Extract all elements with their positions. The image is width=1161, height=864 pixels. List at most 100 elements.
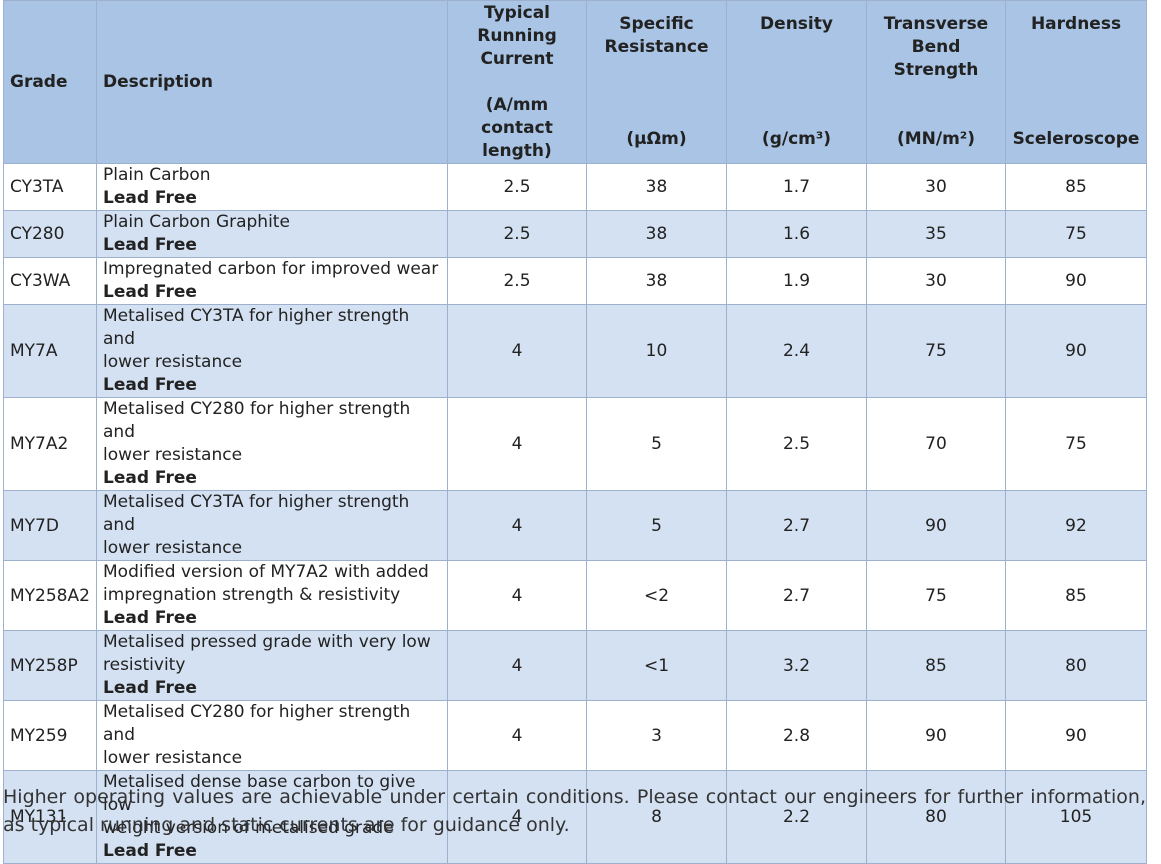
- description-line: Metalised dense base carbon to give low: [103, 772, 416, 815]
- description-line: impregnation strength & resistivity: [103, 585, 401, 605]
- hardness-cell: 85: [1005, 163, 1147, 211]
- header-strength-unit: (MN/m²): [896, 129, 976, 149]
- hardness-cell: 85: [1005, 560, 1147, 631]
- description-cell: Metalised CY280 for higher strength and l…: [96, 700, 448, 771]
- header-resistance-title-1: Specific: [619, 14, 694, 34]
- header-current-unit-1: (A/mm: [485, 94, 549, 115]
- grade-cell: CY280: [3, 210, 97, 258]
- current-cell: 2.5: [447, 210, 587, 258]
- table-row: MY259 Metalised CY280 for higher strength…: [3, 700, 1147, 771]
- resistance-cell: 3: [586, 700, 727, 771]
- header-strength-title-1: Transverse: [883, 14, 989, 34]
- density-cell: 2.4: [726, 304, 867, 398]
- header-strength: Transverse Bend Strength (MN/m²): [866, 0, 1006, 164]
- grade-cell: MY7A: [3, 304, 97, 398]
- grade-cell: MY7A2: [3, 397, 97, 491]
- resistance-cell: 5: [586, 490, 727, 561]
- density-cell: 2.5: [726, 397, 867, 491]
- description-line: Metalised CY280 for higher strength and: [103, 702, 411, 745]
- table-row: MY7A Metalised CY3TA for higher strength …: [3, 304, 1147, 398]
- description-line: Metalised CY3TA for higher strength and: [103, 306, 410, 349]
- header-current-unit-2: contact: [481, 117, 553, 138]
- description-line: Metalised CY3TA for higher strength and: [103, 492, 410, 535]
- resistance-cell: 5: [586, 397, 727, 491]
- lead-free-label: Lead Free: [103, 841, 197, 861]
- resistance-cell: 38: [586, 257, 727, 305]
- table-row: MY258A2 Modified version of MY7A2 with ad…: [3, 560, 1147, 631]
- current-cell: 4: [447, 700, 587, 771]
- hardness-cell: 75: [1005, 210, 1147, 258]
- description-cell: Metalised pressed grade with very low res…: [96, 630, 448, 701]
- table-header: Grade Description Typical Running Curren…: [3, 0, 1147, 164]
- description-line: resistivity: [103, 655, 186, 675]
- resistance-cell: 38: [586, 163, 727, 211]
- header-description: Description: [96, 0, 448, 164]
- resistance-cell: 10: [586, 304, 727, 398]
- strength-cell: 75: [866, 560, 1006, 631]
- footnote: Higher operating values are achievable u…: [3, 786, 1146, 836]
- description-cell: Modified version of MY7A2 with added impr…: [96, 560, 448, 631]
- hardness-cell: 90: [1005, 700, 1147, 771]
- strength-cell: 30: [866, 257, 1006, 305]
- current-cell: 4: [447, 304, 587, 398]
- current-cell: 2.5: [447, 257, 587, 305]
- strength-cell: 75: [866, 304, 1006, 398]
- grade-cell: CY3TA: [3, 163, 97, 211]
- description-line: lower resistance: [103, 445, 243, 465]
- header-density-unit: (g/cm³): [761, 129, 832, 149]
- description-cell: Plain Carbon Graphite Lead Free: [96, 210, 448, 258]
- current-cell: 4: [447, 490, 587, 561]
- header-strength-title-2: Bend: [911, 37, 961, 57]
- header-density: Density (g/cm³): [726, 0, 867, 164]
- header-hardness-title: Hardness: [1030, 14, 1122, 34]
- lead-free-label: Lead Free: [103, 282, 197, 302]
- lead-free-label: Lead Free: [103, 188, 197, 208]
- description-line: lower resistance: [103, 352, 243, 372]
- description-line: Metalised pressed grade with very low: [103, 632, 431, 652]
- header-current-title-2: Running: [477, 25, 557, 46]
- strength-cell: 35: [866, 210, 1006, 258]
- hardness-cell: 80: [1005, 630, 1147, 701]
- table-row: MY7D Metalised CY3TA for higher strength …: [3, 490, 1147, 561]
- density-cell: 1.6: [726, 210, 867, 258]
- current-cell: 4: [447, 630, 587, 701]
- density-cell: 2.7: [726, 560, 867, 631]
- description-cell: Metalised CY280 for higher strength and l…: [96, 397, 448, 491]
- current-cell: 4: [447, 560, 587, 631]
- density-cell: 1.7: [726, 163, 867, 211]
- hardness-cell: 92: [1005, 490, 1147, 561]
- strength-cell: 90: [866, 700, 1006, 771]
- lead-free-label: Lead Free: [103, 678, 197, 698]
- header-current: Typical Running Current (A/mm contact le…: [447, 0, 587, 164]
- lead-free-label: Lead Free: [103, 468, 197, 488]
- grade-cell: MY258P: [3, 630, 97, 701]
- description-cell: Plain Carbon Lead Free: [96, 163, 448, 211]
- density-cell: 1.9: [726, 257, 867, 305]
- header-resistance: Specific Resistance (µΩm): [586, 0, 727, 164]
- current-cell: 4: [447, 397, 587, 491]
- lead-free-label: Lead Free: [103, 608, 197, 628]
- description-line: Plain Carbon: [103, 165, 211, 185]
- header-resistance-title-2: Resistance: [604, 37, 709, 57]
- header-current-title-1: Typical: [483, 2, 551, 23]
- description-line: lower resistance: [103, 748, 243, 768]
- current-cell: 2.5: [447, 163, 587, 211]
- hardness-cell: 90: [1005, 304, 1147, 398]
- description-line: Impregnated carbon for improved wear: [103, 259, 439, 279]
- strength-cell: 85: [866, 630, 1006, 701]
- header-current-unit-3: length): [482, 140, 552, 161]
- resistance-cell: 38: [586, 210, 727, 258]
- hardness-cell: 90: [1005, 257, 1147, 305]
- header-hardness-unit: Sceleroscope: [1012, 129, 1140, 149]
- description-cell: Metalised CY3TA for higher strength and l…: [96, 304, 448, 398]
- grade-cell: MY258A2: [3, 560, 97, 631]
- header-resistance-unit: (µΩm): [626, 129, 687, 149]
- description-line: lower resistance: [103, 538, 243, 558]
- table-row: CY3TA Plain Carbon Lead Free 2.5 38 1.7 30 85: [3, 163, 1147, 211]
- density-cell: 2.8: [726, 700, 867, 771]
- table-body: CY3TA Plain Carbon Lead Free 2.5 38 1.7 30 85 CY…: [3, 163, 1147, 864]
- grade-cell: MY259: [3, 700, 97, 771]
- lead-free-label: Lead Free: [103, 235, 197, 255]
- density-cell: 2.7: [726, 490, 867, 561]
- strength-cell: 30: [866, 163, 1006, 211]
